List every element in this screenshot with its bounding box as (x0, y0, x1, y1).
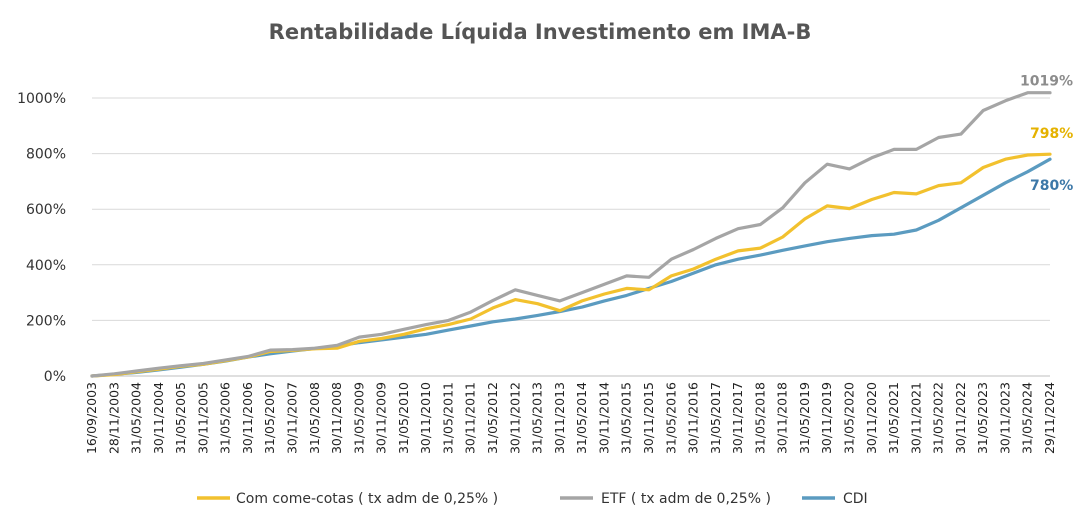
x-tick-label: 30/11/2021 (908, 382, 923, 454)
x-tick-label: 31/05/2022 (931, 382, 946, 454)
x-tick-label: 31/05/2024 (1020, 382, 1035, 454)
legend-label-2: CDI (843, 491, 868, 507)
x-tick-label: 30/11/2004 (151, 382, 166, 454)
x-tick-label: 30/11/2014 (596, 382, 611, 454)
x-tick-label: 31/05/2021 (886, 382, 901, 454)
x-tick-label: 31/05/2013 (530, 382, 545, 454)
x-tick-label: 31/05/2004 (129, 382, 144, 454)
x-tick-label: 31/05/2009 (351, 382, 366, 454)
x-tick-label: 30/11/2019 (819, 382, 834, 454)
x-tick-label: 30/11/2010 (418, 382, 433, 454)
legend: Com come-cotas ( tx adm de 0,25% ) ETF ( … (197, 491, 868, 507)
gridlines (92, 97, 1050, 377)
end-label-0: 798% (1030, 126, 1073, 142)
y-tick-label: 600% (26, 202, 66, 218)
x-tick-label: 31/05/2007 (262, 382, 277, 454)
legend-label-0: Com come-cotas ( tx adm de 0,25% ) (236, 491, 498, 507)
x-tick-label: 30/11/2022 (953, 382, 968, 454)
x-tick-label: 16/09/2003 (84, 382, 99, 454)
x-tick-label: 30/11/2023 (997, 382, 1012, 454)
chart-title: Rentabilidade Líquida Investimento em IM… (269, 20, 812, 44)
x-tick-label: 31/05/2020 (841, 382, 856, 454)
y-tick-label: 0% (44, 369, 66, 385)
x-tick-label: 30/11/2018 (775, 382, 790, 454)
series-line-1 (90, 91, 1052, 378)
x-tick-label: 31/05/2023 (975, 382, 990, 454)
x-tick-label: 31/05/2010 (396, 382, 411, 454)
legend-label-1: ETF ( tx adm de 0,25% ) (601, 491, 771, 507)
y-tick-label: 1000% (17, 91, 66, 107)
y-tick-label: 800% (26, 147, 66, 163)
y-tick-label: 400% (26, 258, 66, 274)
x-tick-label: 31/05/2012 (485, 382, 500, 454)
x-tick-label: 31/05/2018 (752, 382, 767, 454)
x-tick-label: 30/11/2011 (463, 382, 478, 454)
x-tick-label: 30/11/2009 (374, 382, 389, 454)
x-tick-label: 29/11/2024 (1042, 382, 1057, 454)
x-tick-label: 30/11/2012 (507, 382, 522, 454)
end-label-1: 1019% (1020, 74, 1073, 90)
end-label-2: 780% (1030, 178, 1073, 194)
y-tick-label: 200% (26, 313, 66, 329)
x-tick-label: 31/05/2017 (708, 382, 723, 454)
x-tick-label: 31/05/2011 (440, 382, 455, 454)
x-tick-label: 31/05/2016 (663, 382, 678, 454)
x-tick-label: 30/11/2016 (686, 382, 701, 454)
x-tick-label: 28/11/2003 (106, 382, 121, 454)
y-axis-ticks: 0% 200% 400% 600% 800% 1000% (17, 91, 66, 385)
end-labels: 798% 1019% 780% (1020, 74, 1073, 194)
series-lines (90, 91, 1052, 378)
x-tick-label: 31/05/2019 (797, 382, 812, 454)
x-tick-label: 31/05/2015 (619, 382, 634, 454)
x-tick-label: 30/11/2013 (552, 382, 567, 454)
x-tick-label: 31/05/2006 (218, 382, 233, 454)
x-tick-label: 30/11/2007 (285, 382, 300, 454)
x-tick-label: 30/11/2005 (195, 382, 210, 454)
x-tick-label: 31/05/2005 (173, 382, 188, 454)
x-tick-label: 30/11/2006 (240, 382, 255, 454)
x-tick-label: 30/11/2008 (329, 382, 344, 454)
x-axis-ticks: 16/09/2003 28/11/2003 31/05/2004 30/11/2004… (84, 382, 1057, 454)
x-tick-label: 31/05/2008 (307, 382, 322, 454)
x-tick-label: 30/11/2020 (864, 382, 879, 454)
x-tick-label: 31/05/2014 (574, 382, 589, 454)
x-tick-label: 30/11/2015 (641, 382, 656, 454)
x-tick-label: 30/11/2017 (730, 382, 745, 454)
